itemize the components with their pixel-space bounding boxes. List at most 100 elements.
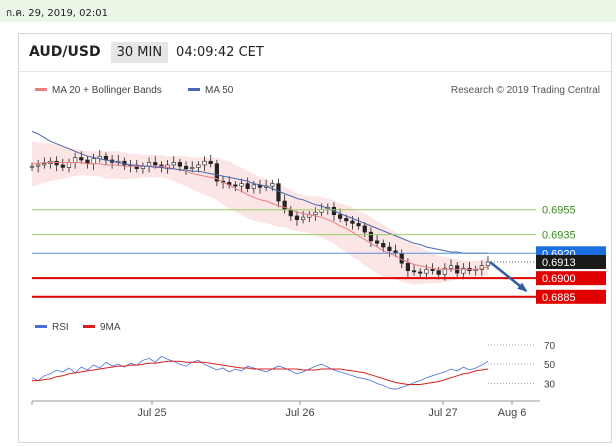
price-plot: [29, 130, 491, 285]
candle-body: [270, 183, 275, 187]
candle-body: [196, 164, 201, 168]
price-legend: MA 20 + Bollinger Bands MA 50 Research ©…: [35, 85, 600, 96]
research-credit: Research © 2019 Trading Central: [451, 85, 600, 96]
ma9-legend-label: 9MA: [100, 322, 121, 333]
symbol-label: AUD/USD: [29, 44, 101, 60]
candle: [356, 217, 361, 230]
candle-body: [42, 163, 47, 166]
candle: [387, 242, 392, 257]
ma9-legend-swatch: [83, 325, 95, 328]
candle: [418, 268, 423, 279]
ma20-line: [32, 162, 489, 270]
candle-body: [430, 269, 435, 271]
candle-body: [60, 164, 65, 168]
candle-body: [362, 225, 367, 233]
x-tick-label: Jul 26: [285, 407, 314, 419]
candle-body: [356, 223, 361, 227]
candle: [54, 156, 59, 172]
rsi-tick-label: 50: [544, 360, 556, 371]
candle-body: [73, 157, 78, 163]
header-divider: [19, 71, 611, 72]
chart-header: AUD/USD 30 MIN 04:09:42 CET: [29, 40, 264, 64]
rsi-legend-swatch: [35, 325, 47, 328]
candle: [239, 178, 244, 193]
candle-body: [294, 215, 300, 220]
level-label-bg: [536, 289, 606, 304]
candle: [374, 234, 380, 248]
candle-body: [171, 162, 176, 166]
candle-body: [424, 269, 429, 274]
candle: [338, 208, 343, 223]
candle: [171, 156, 176, 169]
candle-body: [245, 183, 250, 189]
candle-body: [146, 162, 152, 167]
candle-body: [350, 220, 355, 224]
candle: [36, 159, 41, 173]
candle-body: [485, 261, 491, 267]
candle-body: [54, 160, 59, 166]
candle: [405, 258, 410, 277]
candle-body: [66, 162, 72, 168]
candle-body: [208, 160, 213, 165]
candle: [270, 179, 275, 192]
candle-body: [436, 270, 441, 275]
candle-body: [91, 158, 96, 165]
level-label: 0.6935: [542, 230, 576, 242]
x-tick-label: Jul 25: [137, 407, 166, 419]
rsi-ma-line: [32, 360, 489, 385]
candle-body: [29, 165, 35, 168]
rsi-legend-label: RSI: [52, 322, 69, 333]
candle-body: [442, 267, 447, 275]
candle: [177, 158, 182, 172]
candle-body: [153, 162, 158, 166]
chart-panel: AUD/USD 30 MIN 04:09:42 CET: [18, 33, 612, 443]
timeframe-button[interactable]: 30 MIN: [110, 41, 169, 63]
candle-body: [411, 270, 417, 273]
candle-body: [368, 231, 374, 242]
level-label-bg: [536, 254, 606, 269]
candle-body: [461, 267, 466, 274]
candle: [208, 155, 213, 168]
candle: [202, 156, 207, 172]
candle-body: [381, 243, 386, 248]
candle-body: [374, 240, 380, 244]
candle-body: [79, 157, 84, 161]
x-axis: Jul 25 Jul 26 Jul 27 Aug 6: [31, 400, 540, 419]
candle: [183, 161, 189, 175]
projection-arrow-head: [517, 282, 528, 293]
candle-body: [301, 216, 306, 220]
candle-body: [313, 211, 318, 216]
timestamp-text: ก.ค. 29, 2019, 02:01: [6, 8, 108, 19]
candle-body: [405, 262, 410, 271]
candle: [381, 239, 386, 253]
candle: [233, 181, 238, 192]
level-label: 0.6913: [542, 257, 576, 269]
bollinger-band: [32, 141, 488, 285]
candle: [190, 161, 195, 173]
level-label: 0.6885: [542, 292, 576, 304]
rsi-tick-label: 70: [544, 341, 556, 352]
timestamp-bar: ก.ค. 29, 2019, 02:01: [0, 0, 616, 22]
candle: [214, 159, 219, 187]
candle: [461, 263, 466, 280]
ma20-legend-swatch: [35, 88, 47, 91]
candle-body: [214, 163, 219, 182]
ma50-legend-swatch: [188, 88, 200, 91]
rsi-legend: RSI 9MA: [35, 322, 121, 333]
level-label-bg: [536, 271, 606, 286]
candle-body: [177, 162, 182, 167]
candle-body: [282, 200, 287, 211]
candle-body: [344, 218, 349, 222]
x-tick-label: Aug 6: [498, 407, 527, 419]
candle: [196, 161, 201, 173]
candle: [344, 214, 349, 226]
rsi-plot: 70 50 30: [31, 341, 556, 391]
ma20-legend-label: MA 20 + Bollinger Bands: [52, 85, 162, 96]
candle-body: [239, 183, 244, 187]
ma50-legend-label: MA 50: [205, 85, 234, 96]
candle-body: [202, 160, 207, 166]
candle-body: [36, 164, 41, 167]
candle: [430, 263, 435, 275]
candle-body: [418, 271, 423, 274]
candle-body: [183, 165, 189, 169]
